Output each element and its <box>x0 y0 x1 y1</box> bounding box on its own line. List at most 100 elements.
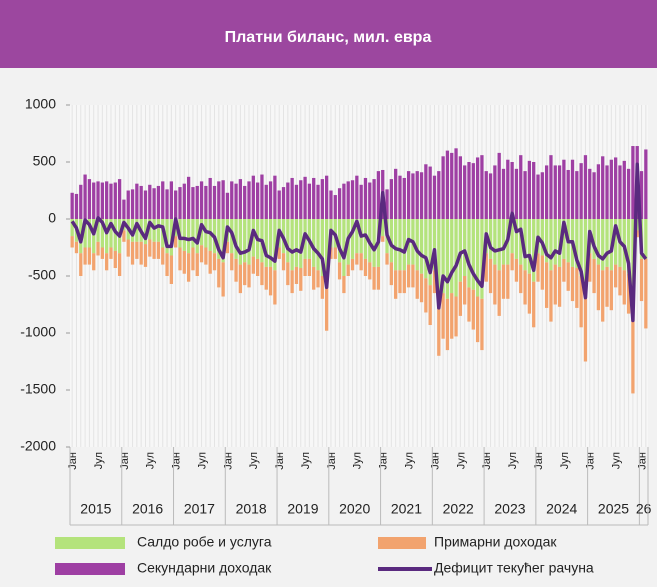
bar <box>234 219 238 259</box>
bar <box>363 258 368 276</box>
bar <box>424 278 428 313</box>
bar <box>255 258 260 276</box>
bar <box>557 165 562 219</box>
bar <box>165 219 169 254</box>
legend-swatch <box>55 563 125 575</box>
bar <box>139 241 143 265</box>
bar <box>182 183 186 219</box>
bar <box>307 183 312 219</box>
bar <box>294 184 299 219</box>
bar <box>626 273 631 314</box>
bar <box>553 219 557 265</box>
bar <box>514 219 519 259</box>
bar <box>553 264 557 305</box>
bar <box>562 258 566 282</box>
bar <box>454 296 458 337</box>
bar <box>519 155 523 219</box>
bar <box>454 148 458 219</box>
bar <box>87 247 92 265</box>
bar <box>583 281 588 362</box>
bar <box>74 241 79 254</box>
bar <box>208 177 212 219</box>
bar <box>191 187 195 219</box>
bar <box>130 189 135 219</box>
bar <box>424 164 428 219</box>
bar <box>294 266 299 284</box>
bar <box>458 281 463 316</box>
bar <box>609 270 613 311</box>
bar <box>411 264 415 288</box>
bar <box>277 190 281 219</box>
bar <box>493 219 497 265</box>
x-tick-label: Јул <box>93 452 105 469</box>
bar <box>497 219 501 271</box>
bar <box>96 241 100 256</box>
x-tick-label: Јан <box>67 452 79 470</box>
bar <box>368 182 372 219</box>
bar <box>273 270 277 305</box>
x-tick-label: Јул <box>248 452 260 469</box>
bar <box>182 219 186 251</box>
legend-label: Секундарни доходак <box>137 560 272 576</box>
bar <box>544 165 549 219</box>
bar <box>342 219 346 276</box>
bar <box>493 165 497 219</box>
bar <box>268 266 273 296</box>
bar <box>562 219 566 259</box>
bar <box>441 156 445 219</box>
y-tick-label: -1500 <box>20 381 56 397</box>
bar <box>394 270 398 299</box>
bar <box>385 189 389 219</box>
bar <box>178 187 182 219</box>
bar <box>165 189 169 219</box>
bar <box>135 183 139 219</box>
bar <box>471 163 475 219</box>
bar <box>100 219 104 248</box>
bar <box>605 165 609 219</box>
bar <box>139 185 143 219</box>
bar <box>346 264 350 276</box>
year-label: 2023 <box>494 501 525 517</box>
bar <box>458 156 463 219</box>
year-label: 2015 <box>80 501 111 517</box>
bar <box>122 230 126 242</box>
bar <box>221 180 225 219</box>
x-tick-label: Јул <box>559 452 571 469</box>
bar <box>161 181 165 219</box>
bar <box>488 173 493 219</box>
bar <box>312 266 316 290</box>
bar <box>475 219 480 297</box>
bar <box>221 262 225 297</box>
bar <box>92 182 96 219</box>
bar <box>281 253 286 271</box>
bar <box>437 219 441 299</box>
bar <box>268 219 273 267</box>
year-label: 2020 <box>339 501 370 517</box>
bar <box>480 298 484 351</box>
bar <box>286 262 290 286</box>
bar <box>195 185 199 219</box>
x-tick-label: Јул <box>145 452 157 469</box>
bar <box>419 219 424 274</box>
bar <box>100 182 104 219</box>
bar <box>337 262 342 280</box>
bar <box>588 168 592 219</box>
bar <box>212 185 217 219</box>
bar <box>402 177 406 219</box>
bar <box>441 293 445 339</box>
bar <box>152 219 156 242</box>
bar <box>264 219 268 267</box>
bar <box>614 157 618 219</box>
bar <box>126 190 130 219</box>
y-tick-label: 0 <box>48 210 56 226</box>
bar <box>527 160 532 219</box>
bar <box>350 258 355 271</box>
year-label: 2021 <box>391 501 422 517</box>
bar <box>575 219 579 269</box>
x-tick-label: Јан <box>636 452 648 470</box>
bar <box>467 287 471 322</box>
legend-label: Салдо робе и услуга <box>137 534 272 550</box>
bar <box>122 199 126 219</box>
bar <box>562 159 566 219</box>
bar <box>592 258 596 294</box>
